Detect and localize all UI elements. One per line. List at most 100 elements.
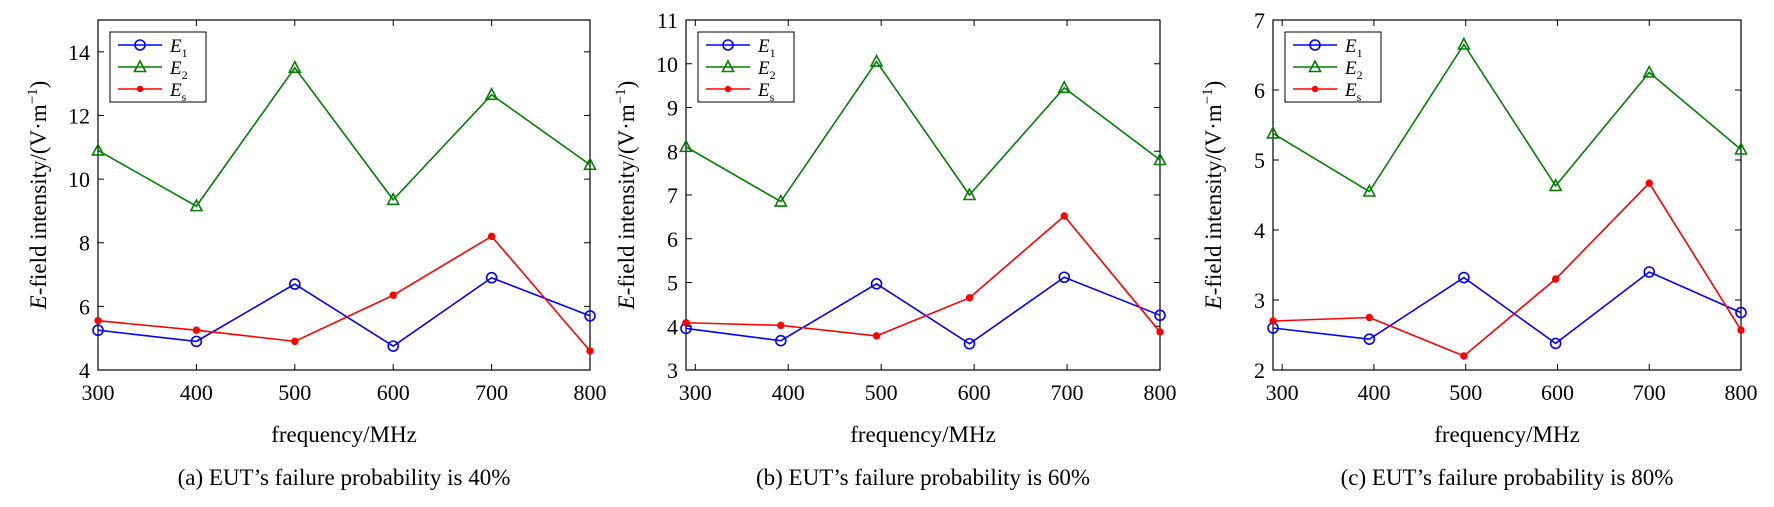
legend-marker-E2 — [1308, 59, 1322, 73]
data-point-Es — [1060, 212, 1068, 220]
figure-caption: (b) EUT’s failure probability is 60% — [756, 465, 1090, 490]
x-tick-label: 800 — [1725, 380, 1758, 405]
y-tick-label: 8 — [79, 231, 90, 256]
x-tick-label: 500 — [1449, 380, 1482, 405]
data-point-E2 — [91, 142, 105, 156]
data-point-E2 — [1734, 141, 1748, 155]
series-E2 — [91, 60, 597, 212]
data-point-Es — [94, 316, 102, 325]
series-line-E2 — [685, 60, 1161, 203]
legend-marker-E2 — [721, 59, 735, 73]
y-tick-label: 10 — [656, 52, 678, 77]
figure-caption: (a) EUT’s failure probability is 40% — [178, 465, 511, 490]
y-tick-label: 9 — [667, 96, 678, 121]
legend-label-E2: E2 — [1344, 58, 1363, 82]
plot-frame — [1272, 19, 1742, 371]
data-point-E2 — [1548, 178, 1563, 192]
legend-label-Es: Es — [169, 80, 187, 104]
data-point-Es — [1269, 317, 1277, 325]
data-point-E2 — [583, 157, 597, 171]
data-point-E1 — [92, 324, 104, 337]
chart-panel-1: 4 6 8 10 12 14 300 400 500 600 700 800 frequency/MHz… — [25, 19, 607, 490]
data-point-E2 — [679, 139, 693, 153]
data-point-E1 — [1363, 333, 1376, 346]
series-Es — [1269, 179, 1745, 360]
data-point-E1 — [774, 334, 787, 347]
series-E1 — [680, 271, 1166, 350]
legend-marker-E1 — [722, 39, 734, 51]
series-line-E1 — [1272, 271, 1742, 345]
data-point-E1 — [870, 278, 883, 290]
x-tick-label: 300 — [82, 380, 115, 405]
data-point-E2 — [962, 187, 977, 201]
data-point-E2 — [189, 198, 204, 212]
x-axis-label: frequency/MHz — [271, 422, 417, 447]
data-point-E1 — [1058, 271, 1071, 284]
y-tick-label: 4 — [1254, 218, 1265, 243]
data-point-E2 — [1362, 183, 1377, 197]
y-tick-label: 3 — [1254, 288, 1265, 313]
series-E1 — [1267, 266, 1747, 350]
figure-caption: (c) EUT’s failure probability is 80% — [1341, 465, 1674, 490]
data-point-E2 — [1266, 125, 1280, 139]
data-point-Es — [1645, 179, 1653, 187]
x-tick-label: 300 — [679, 380, 712, 405]
x-tick-label: 800 — [574, 380, 607, 405]
legend-marker-Es — [724, 85, 732, 93]
data-point-Es — [872, 332, 881, 340]
data-point-Es — [1737, 326, 1745, 334]
y-tick-label: 8 — [667, 139, 678, 164]
y-tick-label: 7 — [1254, 8, 1265, 33]
data-point-Es — [1365, 313, 1374, 322]
legend-marker-E1 — [1309, 39, 1321, 51]
x-tick-label: 700 — [475, 380, 508, 405]
chart-panel-3: 2 3 4 5 6 7 300 400 500 600 700 800 frequency/MHz E-f… — [1200, 8, 1758, 490]
data-point-E2 — [287, 60, 302, 74]
x-axis-label: frequency/MHz — [1434, 422, 1580, 447]
y-tick-label: 14 — [68, 40, 90, 65]
series-line-Es — [1272, 181, 1742, 357]
data-point-E1 — [190, 335, 203, 348]
series-line-E2 — [1272, 43, 1742, 193]
legend-label-E2: E2 — [757, 58, 776, 82]
data-point-E2 — [386, 192, 401, 206]
data-point-E1 — [485, 271, 498, 284]
data-point-E2 — [1642, 64, 1657, 78]
data-point-Es — [291, 337, 299, 346]
x-tick-label: 800 — [1144, 380, 1177, 405]
legend-label-Es: Es — [757, 80, 775, 104]
x-tick-label: 600 — [958, 380, 991, 405]
data-point-E1 — [387, 340, 400, 352]
series-line-Es — [685, 214, 1161, 337]
x-tick-label: 500 — [865, 380, 898, 405]
data-point-Es — [487, 232, 496, 241]
legend-label-E1: E1 — [1344, 36, 1363, 60]
y-tick-label: 7 — [667, 183, 678, 208]
data-point-Es — [1156, 328, 1164, 336]
series-line-Es — [97, 235, 591, 352]
data-point-Es — [777, 321, 785, 330]
series-line-E1 — [685, 276, 1161, 345]
series-Es — [94, 232, 594, 355]
y-tick-label: 2 — [1254, 358, 1265, 383]
legend-marker-E2 — [133, 59, 147, 73]
y-tick-label: 6 — [667, 227, 678, 252]
legend-label-E1: E1 — [169, 36, 188, 60]
legend-marker-E1 — [134, 39, 146, 51]
legend-label-E2: E2 — [169, 58, 188, 82]
series-line-E2 — [97, 66, 591, 208]
plot-frame — [97, 19, 591, 371]
data-point-E1 — [1735, 306, 1747, 319]
data-point-E1 — [963, 337, 976, 350]
data-point-Es — [1460, 352, 1468, 360]
data-point-E1 — [1549, 337, 1562, 350]
data-point-E1 — [1643, 266, 1656, 278]
y-tick-label: 6 — [1254, 78, 1265, 103]
x-tick-label: 700 — [1051, 380, 1084, 405]
data-point-E2 — [1153, 152, 1167, 166]
data-point-E2 — [1057, 80, 1072, 94]
